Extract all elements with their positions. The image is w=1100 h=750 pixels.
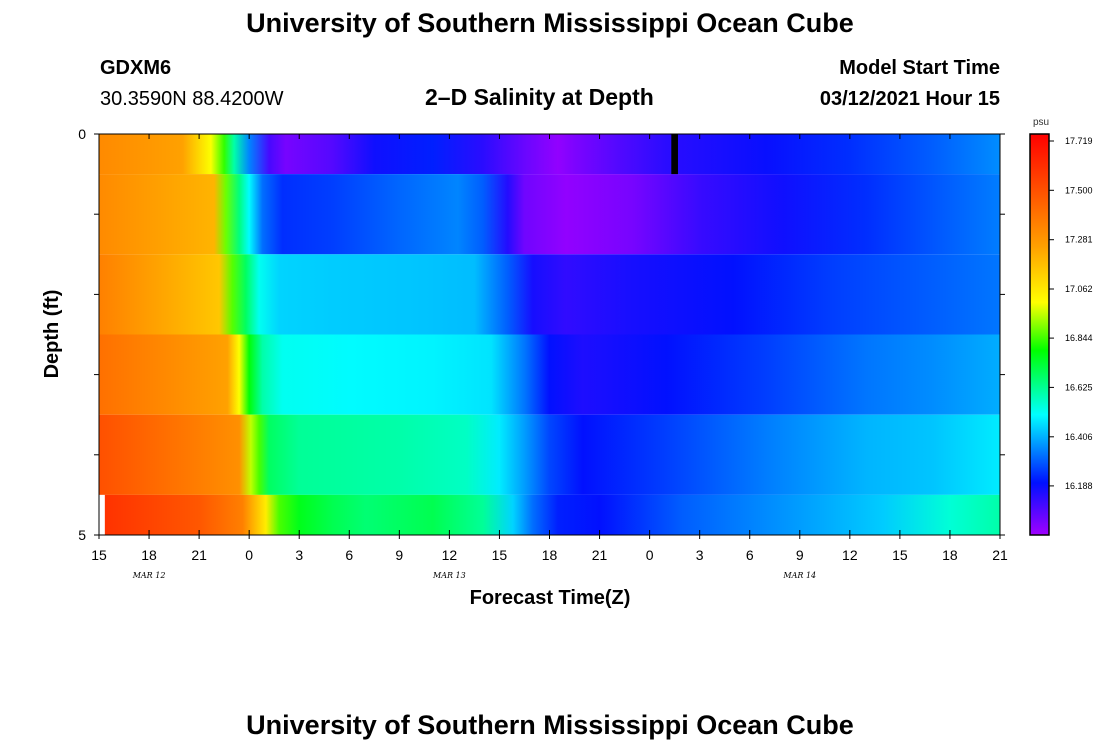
colorbar-label: 17.281: [1065, 235, 1093, 245]
y-tick-label: 5: [78, 527, 86, 543]
x-tick-label: 6: [345, 547, 353, 563]
missing-data-cell: [671, 134, 678, 175]
x-tick-label: 21: [992, 547, 1008, 563]
y-tick-label: 0: [78, 126, 86, 142]
x-tick-label: 15: [492, 547, 508, 563]
depth-band-5: [99, 494, 1000, 535]
x-date-label: MAR 14: [782, 571, 816, 580]
x-date-label: MAR 12: [132, 571, 166, 580]
footer-title: University of Southern Mississippi Ocean…: [246, 710, 854, 740]
colorbar-gradient: [1029, 133, 1050, 536]
x-tick-label: 15: [892, 547, 908, 563]
x-tick-label: 0: [646, 547, 654, 563]
depth-band-1: [99, 174, 1000, 255]
colorbar-label: 16.406: [1065, 432, 1093, 442]
x-tick-label: 9: [395, 547, 403, 563]
station-coordinates: 30.3590N 88.4200W: [100, 88, 284, 110]
x-tick-label: 3: [696, 547, 704, 563]
x-tick-label: 21: [191, 547, 207, 563]
x-tick-label: 18: [542, 547, 558, 563]
colorbar-label: 16.188: [1065, 481, 1093, 491]
station-id: GDXM6: [100, 57, 172, 79]
colorbar-label: 16.625: [1065, 382, 1093, 392]
colorbar-label: 17.719: [1065, 136, 1093, 146]
x-date-label: MAR 13: [432, 571, 466, 580]
x-tick-label: 21: [592, 547, 608, 563]
y-axis-label: Depth (ft): [41, 290, 63, 379]
colorbar-label: 17.062: [1065, 284, 1093, 294]
x-tick-label: 0: [245, 547, 253, 563]
missing-data-cell: [99, 494, 105, 535]
x-tick-label: 12: [442, 547, 458, 563]
x-tick-label: 18: [942, 547, 958, 563]
model-start-time: 03/12/2021 Hour 15: [819, 88, 1000, 110]
depth-band-2: [99, 254, 1000, 335]
colorbar-label: 16.844: [1065, 333, 1093, 343]
colorbar: psu 17.719 17.500 17.281 17.062 16.844 16.625…: [1029, 117, 1093, 536]
x-tick-label: 3: [295, 547, 303, 563]
model-start-label: Model Start Time: [839, 57, 1000, 79]
chart-title: 2–D Salinity at Depth: [425, 84, 654, 110]
colorbar-label: 17.500: [1065, 185, 1093, 195]
x-tick-label: 6: [746, 547, 754, 563]
x-tick-label: 18: [141, 547, 157, 563]
x-tick-label: 9: [796, 547, 804, 563]
x-tick-label: 15: [91, 547, 107, 563]
depth-band-4: [99, 414, 1000, 495]
depth-band-0: [99, 134, 1000, 175]
page-title: University of Southern Mississippi Ocean…: [246, 8, 854, 38]
depth-band-3: [99, 334, 1000, 415]
x-axis-label: Forecast Time(Z): [470, 587, 631, 609]
colorbar-unit: psu: [1033, 117, 1049, 128]
x-tick-label: 12: [842, 547, 858, 563]
